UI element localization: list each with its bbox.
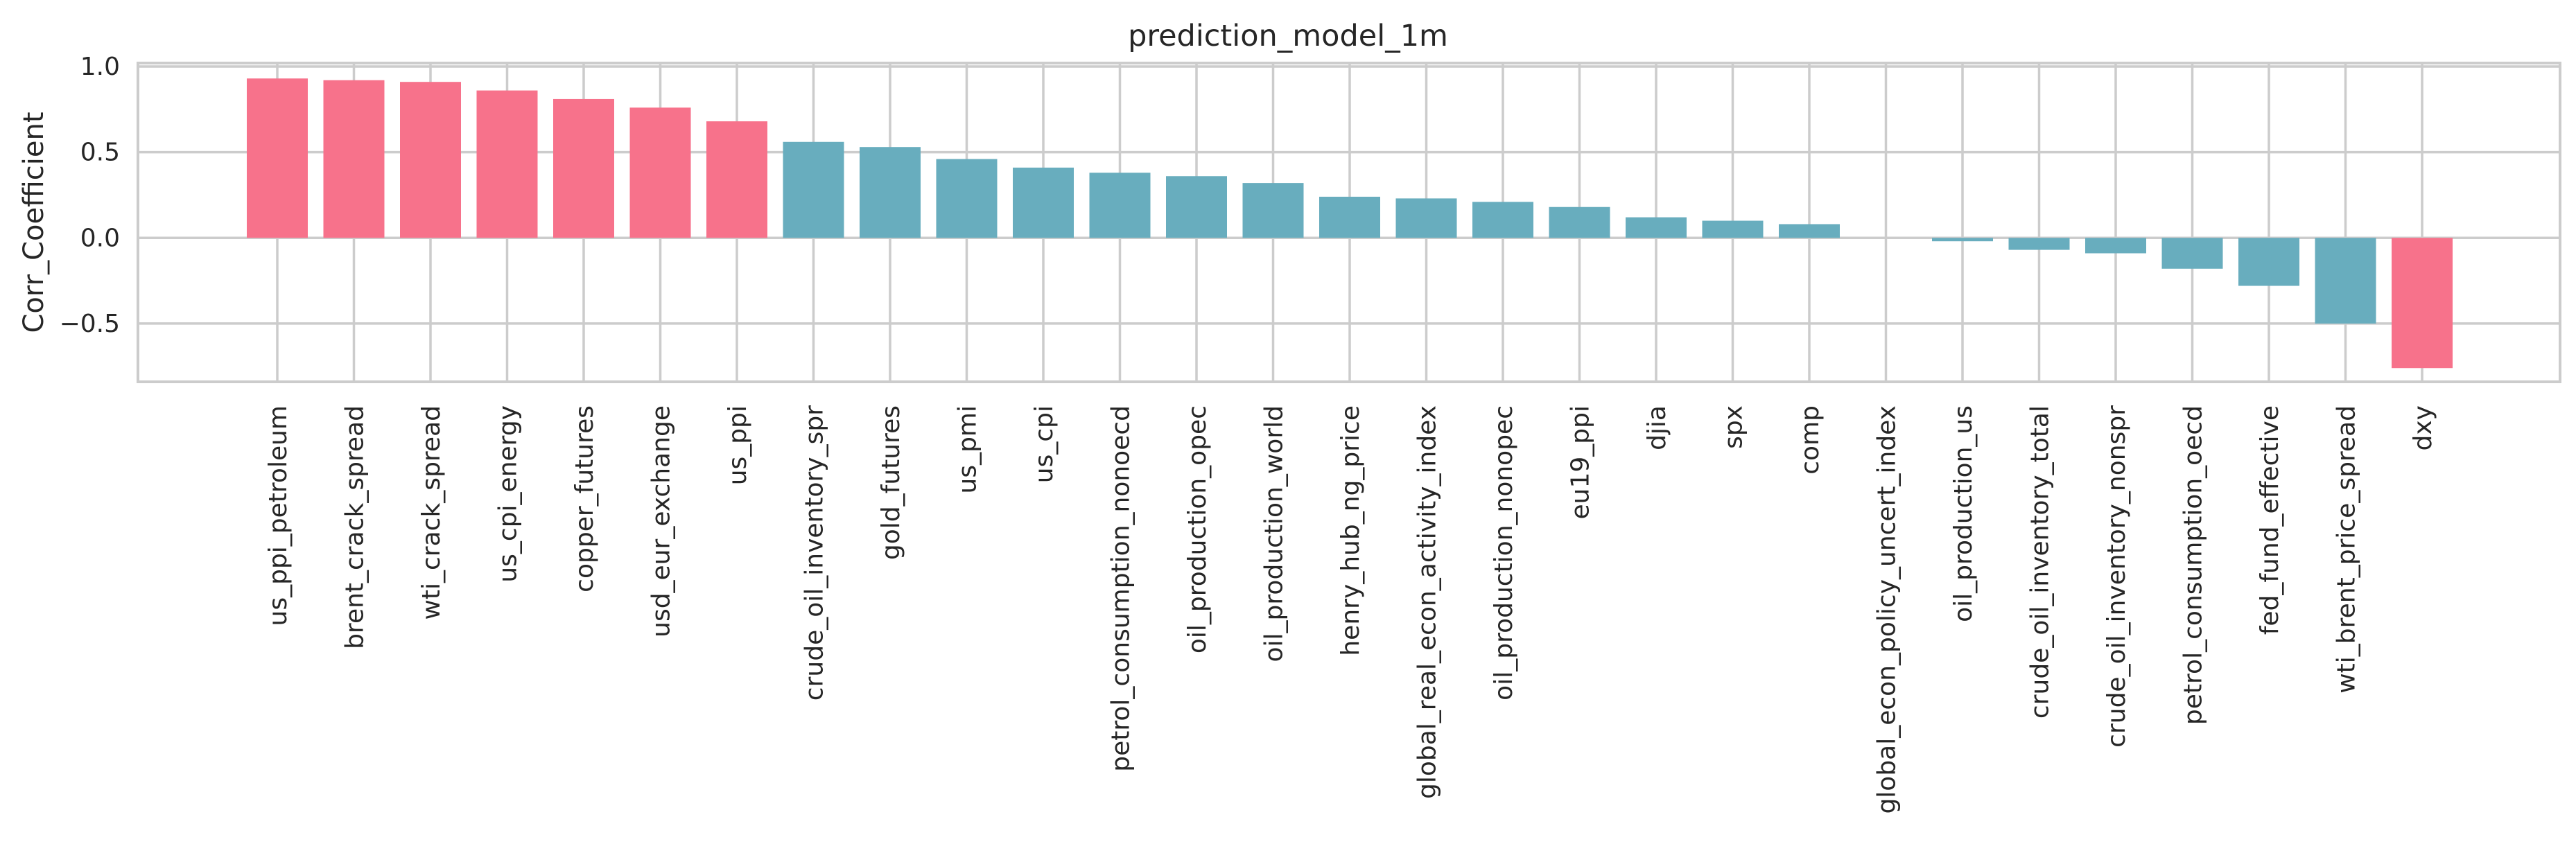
x-tick-label: comp <box>1796 405 1825 475</box>
x-tick-label: fed_fund_effective <box>2256 405 2284 635</box>
x-tick-label: oil_production_opec <box>1183 405 1212 653</box>
bar-henry_hub_ng_price <box>1319 196 1380 238</box>
bar-us_cpi <box>1013 167 1074 238</box>
bar-us_pmi <box>936 159 998 238</box>
x-tick-label: crude_oil_inventory_spr <box>801 405 829 701</box>
bar-petrol_consumption_nonoecd <box>1089 173 1151 238</box>
bar-copper_futures <box>553 98 614 238</box>
x-tick-label: wti_crack_spread <box>417 405 446 620</box>
x-tick-label: us_cpi <box>1030 405 1059 483</box>
bar-gold_futures <box>860 147 921 238</box>
x-tick-label: wti_brent_price_spread <box>2333 405 2361 694</box>
chart-title: prediction_model_1m <box>1128 19 1448 53</box>
x-tick-label: us_ppi <box>724 405 752 485</box>
plot-frame <box>137 62 2561 383</box>
y-tick-label: −0.5 <box>60 310 120 338</box>
bar-eu19_ppi <box>1549 206 1610 238</box>
bar-crude_oil_inventory_total <box>2008 238 2070 250</box>
bar-oil_production_nonopec <box>1472 202 1533 238</box>
x-tick-label: henry_hub_ng_price <box>1337 405 1365 656</box>
x-tick-label: crude_oil_inventory_nonspr <box>2103 405 2131 748</box>
x-tick-label: oil_production_nonopec <box>1490 405 1518 701</box>
bar-fed_fund_effective <box>2238 238 2299 286</box>
bar-oil_production_world <box>1242 183 1304 238</box>
x-tick-label: usd_eur_exchange <box>647 405 676 637</box>
bar-global_real_econ_activity_index <box>1395 198 1457 238</box>
bar-oil_production_us <box>1932 238 1993 242</box>
x-tick-label: petrol_consumption_nonoecd <box>1107 405 1135 772</box>
bar-brent_crack_spread <box>323 80 385 238</box>
y-tick-label: 0.0 <box>80 224 120 252</box>
x-tick-label: spx <box>1720 405 1748 449</box>
bar-crude_oil_inventory_nonspr <box>2085 238 2146 254</box>
x-tick-label: eu19_ppi <box>1567 405 1595 519</box>
y-axis-label: Corr_Coefficient <box>18 112 50 333</box>
x-tick-label: dxy <box>2409 405 2437 450</box>
bar-us_ppi <box>706 121 767 238</box>
bar-usd_eur_exchange <box>629 107 691 238</box>
x-tick-label: crude_oil_inventory_total <box>2026 405 2055 719</box>
x-tick-label: gold_futures <box>877 405 905 560</box>
bar-spx <box>1702 220 1764 238</box>
bar-dxy <box>2392 238 2453 369</box>
x-tick-label: us_pmi <box>954 405 982 494</box>
x-tick-label: global_real_econ_activity_index <box>1413 405 1442 799</box>
x-tick-label: us_ppi_petroleum <box>264 405 293 626</box>
bar-petrol_consumption_oecd <box>2161 238 2223 269</box>
x-tick-label: petrol_consumption_oecd <box>2179 405 2208 725</box>
x-tick-label: brent_crack_spread <box>341 405 369 649</box>
x-tick-label: djia <box>1643 405 1671 450</box>
bar-us_cpi_energy <box>476 90 538 238</box>
y-tick-labels: −0.5 0.0 0.5 1.0 <box>60 53 120 338</box>
bar-oil_production_opec <box>1166 176 1227 238</box>
x-tick-labels: us_ppi_petroleum brent_crack_spread wti_cr… <box>264 405 2437 814</box>
bar-us_ppi_petroleum <box>247 78 308 238</box>
y-tick-label: 1.0 <box>80 53 120 81</box>
x-tick-label: oil_production_world <box>1260 405 1289 662</box>
bars <box>247 78 2453 369</box>
bar-crude_oil_inventory_spr <box>783 141 844 238</box>
y-tick-label: 0.5 <box>80 139 120 167</box>
bar-comp <box>1779 224 1840 238</box>
x-tick-label: copper_futures <box>571 405 599 592</box>
bar-djia <box>1626 217 1687 238</box>
bar-wti_brent_price_spread <box>2315 238 2376 324</box>
x-tick-label: global_econ_policy_uncert_index <box>1873 405 1901 814</box>
x-tick-label: oil_production_us <box>1949 405 1978 622</box>
x-tick-label: us_cpi_energy <box>494 405 523 583</box>
bar-wti_crack_spread <box>400 82 461 238</box>
